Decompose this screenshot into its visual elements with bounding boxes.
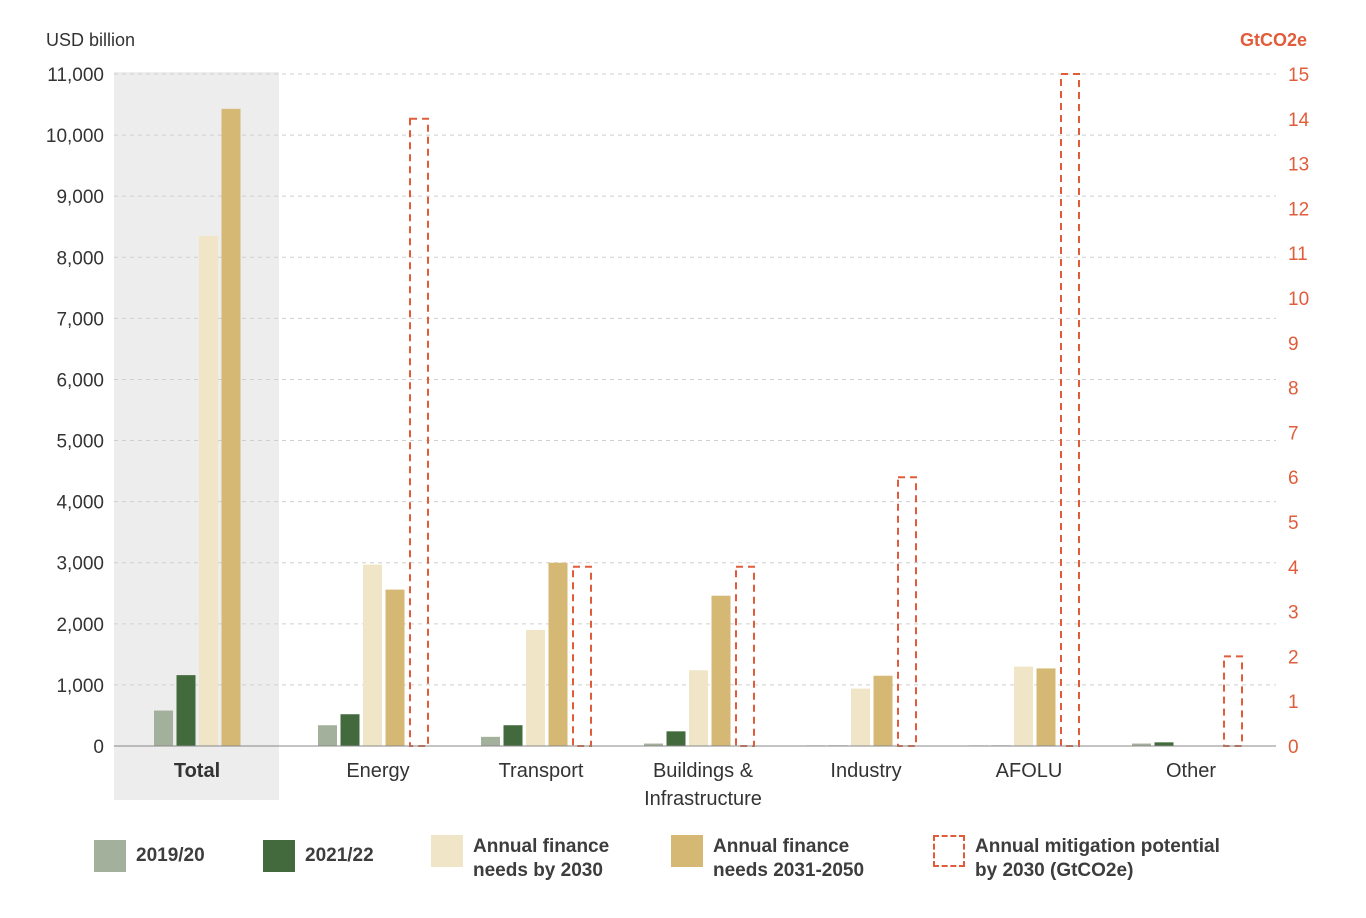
left-tick-label: 10,000 [46, 126, 104, 147]
total-highlight-band [114, 72, 279, 800]
category-label: Other [1166, 760, 1216, 782]
legend-item: Annual mitigation potential by 2030 (GtC… [933, 835, 1220, 883]
legend-item: Annual finance needs 2031-2050 [671, 835, 864, 883]
right-tick-label: 4 [1288, 558, 1299, 579]
bar-1 [154, 710, 173, 746]
category-label: Transport [499, 760, 584, 782]
bar-4 [1036, 668, 1056, 746]
left-tick-label: 5,000 [56, 432, 104, 453]
bar-4 [385, 589, 405, 746]
bar-3 [689, 670, 708, 746]
bar-4 [711, 595, 731, 746]
bar-1 [644, 743, 663, 746]
right-tick-label: 7 [1288, 423, 1299, 444]
legend-swatch [933, 835, 965, 867]
bar-1 [481, 736, 500, 746]
right-tick-label: 6 [1288, 468, 1299, 489]
left-tick-label: 9,000 [56, 187, 104, 208]
right-tick-label: 8 [1288, 379, 1299, 400]
bar-4 [221, 108, 241, 746]
left-tick-label: 2,000 [56, 615, 104, 636]
legend-swatch [263, 840, 295, 872]
bar-3 [1014, 666, 1033, 746]
right-tick-label: 13 [1288, 155, 1309, 176]
right-tick-label: 3 [1288, 603, 1299, 624]
right-tick-label: 9 [1288, 334, 1299, 355]
legend-label: Annual mitigation potential by 2030 (GtC… [975, 836, 1220, 881]
bar-2 [340, 714, 360, 746]
right-tick-label: 12 [1288, 199, 1309, 220]
legend-item: Annual finance needs by 2030 [431, 835, 609, 883]
mitigation-bar [897, 476, 917, 747]
right-tick-label: 11 [1288, 244, 1308, 265]
legend-item: 2019/20 [94, 840, 205, 872]
legend-swatch [94, 840, 126, 872]
legend: 2019/20 2021/22 Annual finance needs by 20… [0, 830, 1366, 900]
category-label: Industry [830, 760, 901, 782]
left-tick-label: 8,000 [56, 248, 104, 269]
left-axis-label: USD billion [46, 30, 135, 50]
bar-3 [363, 564, 382, 746]
left-tick-label: 7,000 [56, 309, 104, 330]
legend-label: Annual finance needs 2031-2050 [713, 836, 865, 881]
bar-4 [873, 675, 893, 746]
legend-label: 2021/22 [305, 845, 374, 866]
right-axis-label: GtCO2e [1240, 30, 1307, 50]
legend-label: 2019/20 [136, 845, 205, 866]
bar-3 [199, 235, 218, 746]
right-tick-label: 10 [1288, 289, 1309, 310]
bar-2 [503, 725, 523, 746]
mitigation-bar [409, 117, 429, 748]
category-labels: Total Energy Transport Buildings & Infrastru… [174, 760, 1216, 810]
left-tick-label: 6,000 [56, 370, 104, 391]
legend-label: Annual finance needs by 2030 [473, 836, 610, 881]
left-tick-label: 4,000 [56, 493, 104, 514]
right-tick-label: 0 [1288, 737, 1299, 758]
bar-1 [318, 725, 337, 746]
bar-1 [1132, 743, 1151, 746]
left-tick-label: 0 [93, 737, 104, 758]
right-tick-label: 5 [1288, 513, 1299, 534]
bar-2 [1154, 742, 1174, 746]
left-tick-label: 11,000 [47, 65, 104, 86]
category-label: Energy [346, 760, 409, 782]
left-tick-label: 3,000 [56, 554, 104, 575]
mitigation-bar [1223, 655, 1243, 748]
right-tick-label: 15 [1288, 65, 1309, 86]
bar-2 [176, 675, 196, 746]
bar-3 [851, 688, 870, 746]
left-tick-label: 1,000 [56, 676, 104, 697]
mitigation-bar [1060, 73, 1080, 747]
category-label: Buildings & Infrastructure [644, 760, 762, 810]
legend-swatch [431, 835, 463, 867]
legend-item: 2021/22 [263, 840, 374, 872]
right-tick-label: 2 [1288, 647, 1299, 668]
gridlines [114, 73, 1276, 686]
mitigation-bar [572, 565, 592, 747]
right-tick-label: 14 [1288, 110, 1310, 131]
bar-4 [548, 562, 568, 746]
category-label: AFOLU [996, 760, 1063, 782]
right-tick-label: 1 [1288, 692, 1299, 713]
bar-3 [526, 629, 545, 746]
category-label: Total [174, 760, 220, 782]
legend-swatch [671, 835, 703, 867]
left-axis-ticks: 0 1,000 2,000 3,000 4,000 5,000 6,000 7,000 8,00… [46, 65, 104, 758]
bar-2 [666, 731, 686, 746]
mitigation-bar [735, 565, 755, 747]
bars-group [154, 73, 1243, 748]
